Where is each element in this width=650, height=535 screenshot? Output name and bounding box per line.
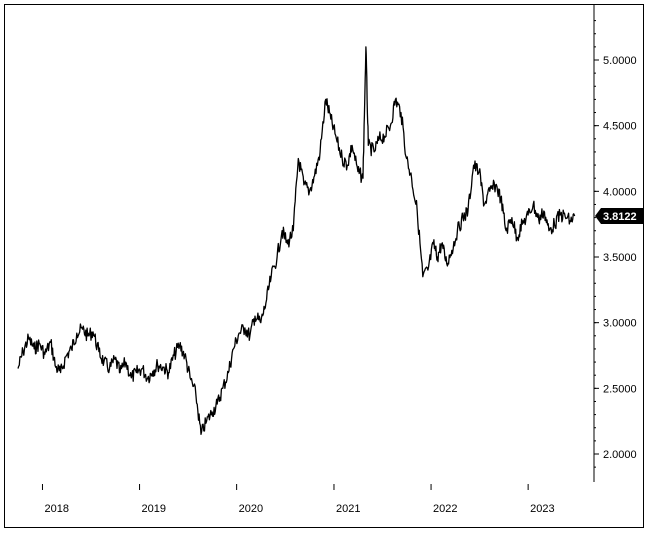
y-tick-label: 5.0000 [603, 55, 637, 67]
y-tick-label: 3.5000 [603, 252, 637, 264]
x-tick-label: 2023 [530, 503, 554, 515]
x-tick-label: 2019 [142, 503, 166, 515]
y-axis-ticks: 2.0000 2.5000 3.0000 3.5000 4.0000 4.5000 5.00… [594, 20, 637, 468]
y-tick-label: 4.0000 [603, 186, 637, 198]
last-value-badge: 3.8122 [595, 207, 643, 224]
x-tick-label: 2018 [44, 503, 68, 515]
series-line [17, 46, 576, 435]
x-tick-label: 2021 [336, 503, 360, 515]
chart-frame [4, 4, 644, 528]
x-tick-label: 2020 [239, 503, 263, 515]
y-tick-label: 2.0000 [603, 449, 637, 461]
last-value-badge-shape [595, 207, 643, 224]
last-value-label: 3.8122 [603, 211, 637, 223]
x-axis-ticks: 2018 2019 2020 2021 2022 2023 [41, 484, 555, 515]
y-tick-label: 2.5000 [603, 383, 637, 395]
x-tick-label: 2022 [433, 503, 457, 515]
y-tick-label: 3.0000 [603, 318, 637, 330]
y-tick-label: 4.5000 [603, 121, 637, 133]
